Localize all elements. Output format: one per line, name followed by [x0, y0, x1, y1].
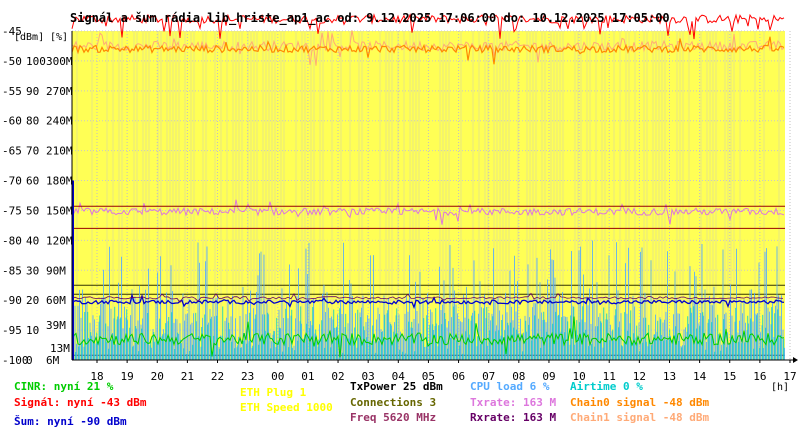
y-tick-dbm: -90 [2, 294, 22, 307]
x-tick-label: 11 [603, 370, 616, 383]
y-tick-dbm: -55 [2, 85, 22, 98]
y-tick-pct: 100 [26, 55, 46, 68]
legend-cpu: CPU load 6 % [470, 380, 550, 393]
y-tick-dbm: -70 [2, 175, 22, 188]
y-tick-rate: 180M [46, 175, 73, 188]
y-tick-dbm: -75 [2, 204, 22, 217]
x-tick-label: 18 [90, 370, 103, 383]
legend-rxrate: Rxrate: 163 M [470, 411, 557, 424]
series-txrate [71, 199, 785, 225]
x-tick-label: 03 [362, 370, 375, 383]
x-tick-label: 10 [572, 370, 585, 383]
series-chain1 [71, 30, 785, 66]
y-tick-dbm: -85 [2, 264, 22, 277]
x-tick-label: 02 [331, 370, 344, 383]
x-tick-label: 17 [783, 370, 796, 383]
x-tick-label: 14 [693, 370, 707, 383]
legend-txpower: TxPower 25 dBm [350, 380, 443, 393]
y-tick-pct: 80 [26, 115, 39, 128]
series-signal [71, 13, 785, 40]
legend-airtime: Airtime 0 % [570, 380, 643, 393]
y-tick-rate: 39M [46, 319, 66, 332]
legend-freq: Freq 5620 MHz [350, 411, 437, 424]
x-tick-label: 13 [663, 370, 676, 383]
series-rxrate [71, 292, 784, 304]
legend-chain0: Chain0 signal -48 dBm [570, 396, 710, 409]
y-tick-rate: 6M [46, 354, 60, 367]
x-tick-label: 15 [723, 370, 736, 383]
x-tick-label: 08 [512, 370, 525, 383]
x-tick-label: 09 [542, 370, 555, 383]
y-tick-rate: 270M [46, 85, 73, 98]
x-tick-label: 12 [633, 370, 646, 383]
y-tick-pct: 60 [26, 175, 39, 188]
y-tick-dbm: -50 [2, 55, 22, 68]
x-tick-label: 00 [271, 370, 284, 383]
y-tick-pct: 0 [26, 354, 33, 367]
series-layer [71, 13, 785, 360]
y-tick-dbm: -95 [2, 324, 22, 337]
y-tick-pct: 30 [26, 264, 39, 277]
series-noise [71, 292, 785, 310]
legend-signal: Signál: nyní -43 dBm [14, 396, 147, 409]
y-tick-rate-extra: 13M [50, 342, 70, 355]
legend-cinr: CINR: nyní 21 % [14, 380, 114, 393]
y-tick-pct: 90 [26, 85, 39, 98]
y-tick-rate: 240M [46, 115, 73, 128]
x-unit-label: [h] [771, 382, 789, 393]
y-unit-label-pct: [%] [50, 32, 68, 43]
legend-txrate: Txrate: 163 M [470, 396, 557, 409]
y-tick-dbm: -80 [2, 234, 22, 247]
y-tick-pct: 70 [26, 145, 39, 158]
x-tick-label: 19 [121, 370, 134, 383]
x-tick-label: 22 [211, 370, 224, 383]
y-tick-rate: 210M [46, 145, 73, 158]
background-hatch [76, 31, 780, 360]
x-tick-label: 04 [392, 370, 406, 383]
x-tick-label: 20 [151, 370, 164, 383]
y-tick-pct: 50 [26, 204, 39, 217]
legend-chain1: Chain1 signal -48 dBm [570, 411, 710, 424]
x-tick-label: 23 [241, 370, 254, 383]
x-tick-label: 21 [181, 370, 194, 383]
y-tick-dbm: -60 [2, 115, 22, 128]
legend-connections: Connections 3 [350, 396, 437, 409]
series-chain0 [71, 36, 785, 65]
x-axis-arrow [793, 357, 798, 363]
y-tick-rate: 90M [46, 264, 66, 277]
legend: CINR: nyní 21 % Signál: nyní -43 dBm Šum… [0, 378, 800, 430]
axis-layer: -45-50 100 300M-55 90 270M-60 80 240M-65 70 210M… [2, 25, 798, 383]
x-tick-label: 07 [482, 370, 495, 383]
x-tick-label: 01 [301, 370, 314, 383]
legend-eth-plug: ETH Plug 1 [240, 386, 307, 399]
y-unit-label-dbm: [dBm] [14, 32, 44, 43]
y-tick-rate: 60M [46, 294, 66, 307]
y-tick-dbm: -45 [2, 25, 22, 38]
legend-eth-speed: ETH Speed 1000 [240, 401, 333, 414]
y-tick-pct: 40 [26, 234, 39, 247]
y-tick-rate: 150M [46, 204, 73, 217]
y-tick-rate: 300M [46, 55, 73, 68]
y-tick-dbm: -65 [2, 145, 22, 158]
y-tick-rate: 120M [46, 234, 73, 247]
x-tick-label: 16 [753, 370, 766, 383]
x-tick-label: 05 [422, 370, 435, 383]
series-cinr [71, 316, 785, 358]
legend-noise: Šum: nyní -90 dBm [14, 415, 127, 428]
x-tick-label: 06 [452, 370, 465, 383]
chart-title: Signál a šum rádia lib_hriste_ap1_ac od:… [70, 11, 670, 26]
y-tick-pct: 10 [26, 324, 39, 337]
y-tick-dbm: -100 [2, 354, 29, 367]
y-tick-pct: 20 [26, 294, 39, 307]
